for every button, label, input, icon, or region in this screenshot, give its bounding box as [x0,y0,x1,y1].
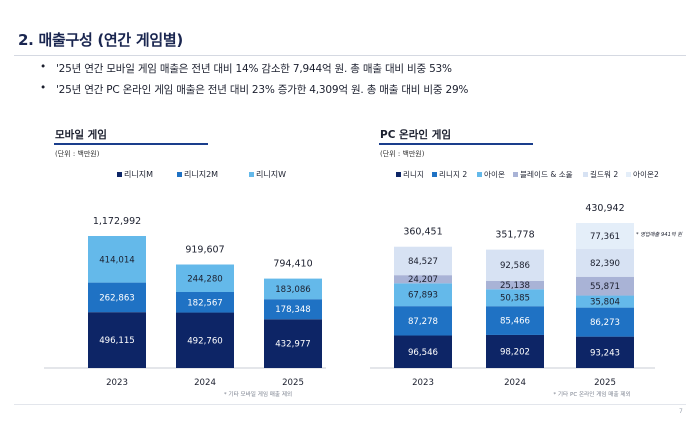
pc-bar-value-label: 24,207 [408,275,438,285]
mobile-total-label: 919,607 [185,245,224,256]
mobile-bar-segment [176,264,234,293]
pc-bar-segment [576,307,634,337]
pc-bar-value-label: 50,385 [500,294,530,304]
pc-bar-value-label: 98,202 [500,347,530,357]
mobile-bar-value-label: 244,280 [187,274,223,284]
mobile-bar-segment [264,319,322,368]
mobile-bar-value-label: 492,760 [187,336,223,346]
pc-bar-segment [576,295,634,308]
pc-bar-segment [394,246,452,276]
pc-bar-value-label: 87,278 [408,317,438,327]
pc-legend-swatch [396,172,401,177]
mobile-bar-segment [176,312,234,368]
mobile-total-label: 794,410 [273,259,312,270]
pc-legend-label: 리니지 2 [439,170,467,179]
pc-legend-label: 아이온 [484,169,505,179]
mobile-chart-title: 모바일 게임 [55,129,107,141]
mobile-bar-segment [264,299,322,320]
pc-bar-value-label: 55,871 [590,282,620,292]
pc-bar-value-label: 92,586 [500,261,530,271]
mobile-category-label: 2025 [282,378,304,388]
pc-legend-label: 아이온2 [633,169,659,179]
pc-category-label: 2024 [504,378,526,388]
pc-bar-segment [576,249,634,277]
mobile-legend-swatch [249,172,254,177]
mobile-bar-value-label: 414,014 [99,255,135,265]
pc-bar-segment [486,249,544,281]
pc-legend-label: 리니지 [403,170,424,179]
page-title: 2. 매출구성 (연간 게임별) [18,31,183,49]
bullet-text: '25년 연간 PC 온라인 게임 매출은 전년 대비 23% 증가한 4,30… [56,84,469,96]
mobile-bar-value-label: 262,863 [99,293,135,303]
pc-bar-segment [486,306,544,335]
pc-bar-value-label: 82,390 [590,259,620,269]
mobile-total-label: 1,172,992 [93,216,141,227]
pc-annotation: * 영업매출 941억 원 [636,231,683,238]
bullet-marker: • [40,82,46,94]
pc-legend-label: 길드워 2 [590,170,618,179]
mobile-category-label: 2023 [106,378,128,388]
pc-bar-segment [394,306,452,336]
pc-category-label: 2025 [594,378,616,388]
pc-bar-segment [576,336,634,368]
mobile-bar-value-label: 178,348 [275,305,311,315]
mobile-footnote: * 기타 모바일 게임 매출 제외 [224,390,292,398]
pc-legend-swatch [513,172,518,177]
pc-chart-title-rule [379,143,533,145]
mobile-chart-title-rule [54,143,208,145]
pc-bar-segment [486,280,544,290]
mobile-category-label: 2024 [194,378,216,388]
mobile-bar-segment [88,312,146,368]
pc-total-label: 430,942 [585,203,624,214]
mobile-bar-value-label: 496,115 [99,336,135,346]
pc-legend-swatch [477,172,482,177]
pc-legend-swatch [626,172,631,177]
mobile-legend-label: 리니지2M [184,169,218,179]
pc-legend-swatch [432,172,437,177]
mobile-bar-value-label: 182,567 [187,298,223,308]
title-divider [14,55,686,56]
pc-bar-value-label: 93,243 [590,348,620,358]
pc-bar-segment [486,334,544,368]
pc-unit-label: (단위 : 백만원) [380,150,425,158]
pc-bar-segment [394,275,452,284]
bullet-text: '25년 연간 모바일 게임 매출은 전년 대비 14% 감소한 7,944억 … [56,63,452,75]
mobile-bar-value-label: 183,086 [275,285,311,295]
pc-bar-segment [486,289,544,307]
pc-bar-segment [576,223,634,250]
pc-bar-value-label: 86,273 [590,318,620,328]
mobile-bar-segment [88,236,146,283]
pc-bar-value-label: 77,361 [590,232,620,242]
pc-total-label: 351,778 [495,230,534,241]
pc-chart-title: PC 온라인 게임 [380,129,452,141]
pc-bar-value-label: 35,804 [590,298,620,308]
pc-bar-segment [394,335,452,368]
pc-bar-value-label: 67,893 [408,291,438,301]
pc-legend-swatch [583,172,588,177]
mobile-unit-label: (단위 : 백만원) [55,150,100,158]
pc-total-label: 360,451 [403,227,442,238]
mobile-legend-swatch [177,172,182,177]
page-number: 7 [679,408,683,415]
pc-bar-value-label: 85,466 [500,317,530,327]
pc-footnote: * 기타 PC 온라인 게임 매출 제외 [553,390,630,398]
mobile-legend-label: 리니지M [124,169,153,179]
bullet-marker: • [40,61,46,73]
footer-divider [14,404,686,405]
pc-bar-value-label: 96,546 [408,348,438,358]
pc-bar-value-label: 84,527 [408,257,438,267]
mobile-legend-label: 리니지W [256,169,286,179]
mobile-bar-segment [88,282,146,313]
mobile-bar-segment [264,278,322,300]
pc-bar-value-label: 25,138 [500,281,530,291]
pc-bar-segment [576,276,634,296]
mobile-legend-swatch [117,172,122,177]
pc-bar-segment [394,283,452,307]
mobile-bar-segment [176,292,234,313]
pc-legend-label: 블레이드 & 소울 [520,169,573,179]
pc-category-label: 2023 [412,378,434,388]
mobile-bar-value-label: 432,977 [275,340,311,350]
